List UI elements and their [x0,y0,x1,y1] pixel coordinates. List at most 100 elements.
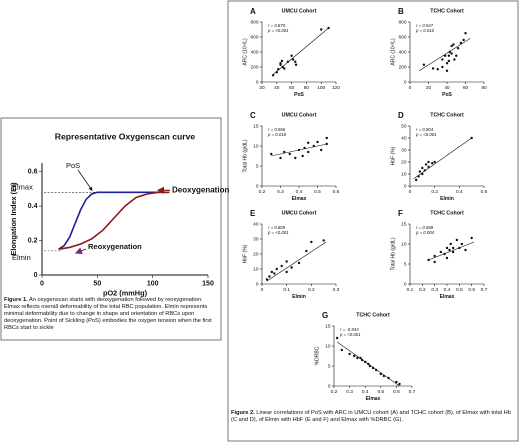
point [436,68,439,71]
point [447,54,451,57]
point [271,74,275,77]
panel-label: A [250,7,256,16]
point [270,270,274,274]
point [456,47,460,50]
chart-title: TCHC Cohort [430,112,464,118]
stat-annotation: p = 0.010 [415,28,435,33]
point [449,242,452,246]
point [417,175,420,178]
caption-label: Figure 1. [4,297,28,303]
chart-title: UMCU Cohort [282,210,317,216]
point [433,260,436,264]
x-axis-label: Elmax [366,396,381,402]
chart-title: Representative Oxygenscan curve [55,131,196,141]
y-tick-label: 0 [256,183,259,189]
point [320,28,323,31]
x-tick-label: 50 [93,280,101,287]
caption-text: An oxygenscan starts with deoxygenation … [4,297,212,331]
x-tick-label: 40 [274,85,280,91]
point [379,372,382,376]
y-tick-label: 200 [250,64,258,70]
y-tick-label: 0 [404,183,407,189]
point [291,58,295,61]
stat-annotation: r = 0.588 [416,225,434,230]
point [450,44,453,48]
point [448,248,451,252]
x-tick-label: 0.1 [407,287,414,293]
reoxy-arrow [74,247,87,255]
x-axis-label: PoS [294,92,304,98]
point [421,166,424,170]
x-tick-label: 100 [317,85,325,91]
x-tick-label: 0.1 [283,287,290,293]
stat-annotation: p = 0.004 [415,230,435,235]
x-axis-label: Elmin [440,196,454,202]
point [360,358,364,362]
trendline [428,241,475,261]
point [421,172,424,176]
y-axis-label: %DRBC [314,346,320,365]
figure2-border [227,0,519,442]
point [307,141,310,144]
point [290,266,293,269]
point [285,270,288,274]
point [433,160,436,164]
point [297,148,301,152]
x-axis-label: pO2 (mmHg) [103,288,148,297]
y-tick-label: 0.2 [28,237,38,244]
y-tick-label: 0 [404,79,407,85]
y-axis-label: Total Hb (g/dL) [242,139,248,172]
point [395,380,398,384]
point [462,38,465,42]
series-line [58,191,170,250]
x-tick-label: 0.2 [431,189,438,195]
figure1-border [0,117,222,341]
y-tick-label: 5 [404,261,407,267]
y-tick-label: 40 [401,135,407,141]
y-tick-label: 30 [401,147,407,153]
point [279,62,282,65]
y-tick-label: 0 [34,272,38,279]
stat-annotation: r = -0.943 [340,327,359,332]
x-tick-label: 40 [444,85,450,91]
x-tick-label: 0 [409,85,412,91]
point [359,356,362,360]
point [439,250,443,254]
point [364,360,367,364]
point [286,60,290,63]
point [353,354,356,358]
y-tick-label: 10 [401,171,407,177]
point [371,366,375,370]
x-tick-label: 0.7 [481,287,488,293]
point [325,136,328,140]
x-tick-label: 20 [426,85,432,91]
point [455,54,458,57]
y-axis-label: ARC (10⁹/L) [390,38,396,66]
stat-annotation: p = <0.001 [267,28,289,33]
x-tick-label: 0.3 [277,189,284,195]
x-tick-label: 0.5 [456,287,463,293]
point [427,160,430,164]
point [322,239,325,242]
point [464,248,467,252]
point [265,278,269,281]
x-tick-label: 0.4 [456,189,463,195]
panel-label: G [322,311,328,320]
stat-annotation: p = <0.001 [415,132,437,137]
annotation: PoS [66,161,80,170]
figure1-caption: Figure 1. An oxygenscan starts with deox… [4,297,218,332]
point [414,178,418,182]
point [305,249,308,253]
point [424,163,428,166]
y-tick-label: 0 [328,383,331,389]
x-tick-label: 0.3 [431,287,438,293]
trendline [413,137,472,180]
point [301,154,304,158]
stat-annotation: r = 0.870 [268,23,286,28]
y-tick-label: 15 [401,221,407,227]
point [335,336,339,340]
y-tick-label: 20 [401,159,407,165]
point [447,59,451,63]
point [464,32,467,35]
